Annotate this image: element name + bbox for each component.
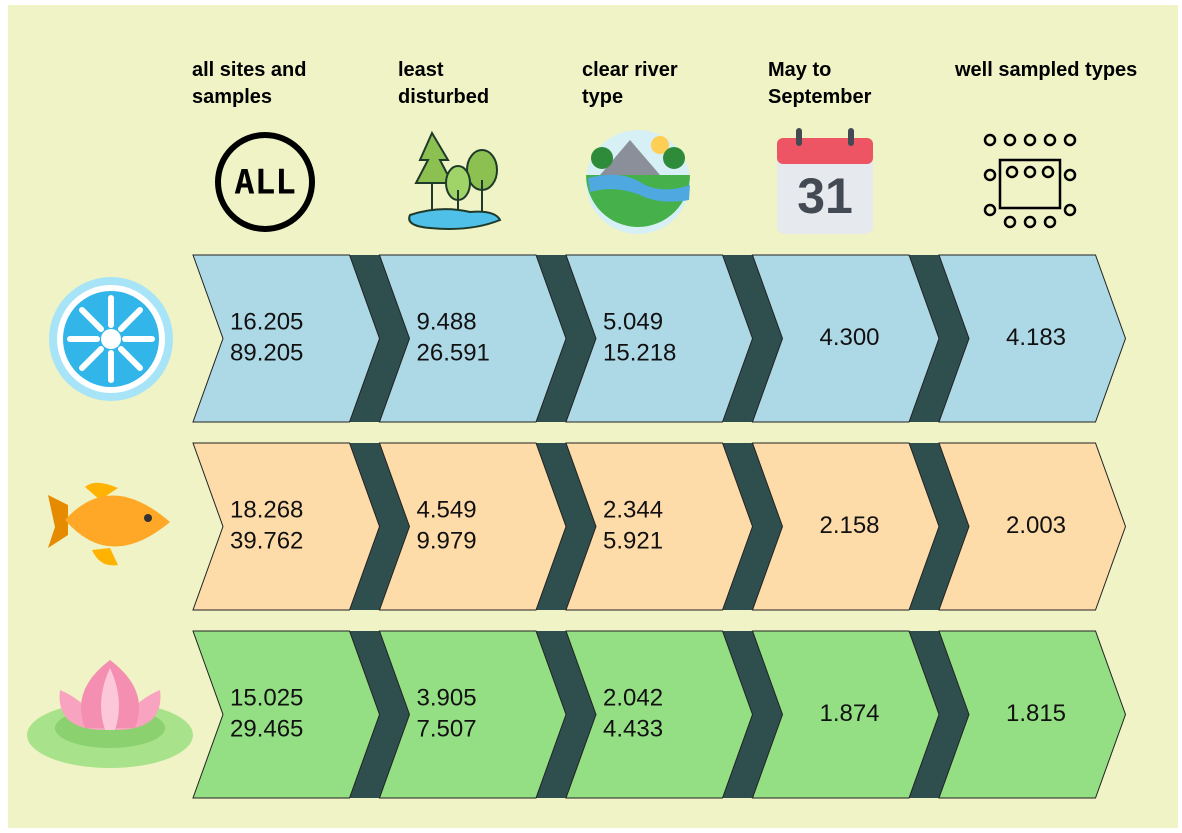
row: 15.025 29.465 3.905 7.507 2.042 4.433 1.874 1.8… <box>193 631 1126 798</box>
cell-value: 89.205 <box>230 339 303 366</box>
column-header: samples <box>192 86 272 108</box>
icon-calendar-day: 31 <box>797 168 853 224</box>
cell-value: 4.183 <box>1006 324 1066 351</box>
cell-value: 15.218 <box>603 339 676 366</box>
icon-river <box>586 130 690 234</box>
icon-all-text: ALL <box>234 163 295 203</box>
column-header: clear river <box>582 59 678 81</box>
cell-value: 5.921 <box>603 527 663 554</box>
row: 16.205 89.205 9.488 26.591 5.049 15.218 4.300 4… <box>193 255 1126 422</box>
cell-value: 4.549 <box>417 496 477 523</box>
column-header: May to <box>768 59 831 81</box>
page: {"header": {"columns": [ {"lines": ["all… <box>0 0 1182 833</box>
cell-value: 1.874 <box>819 700 879 727</box>
column-header: well sampled types <box>954 59 1137 81</box>
row: 18.268 39.762 4.549 9.979 2.344 5.921 2.158 2.0… <box>193 443 1126 610</box>
cell-value: 16.205 <box>230 308 303 335</box>
column-header: type <box>582 86 623 108</box>
column-header: September <box>768 86 872 108</box>
infographic: ALL 31 <box>0 0 1182 833</box>
column-header: all sites and <box>192 59 307 81</box>
icon-calendar: 31 <box>777 128 873 234</box>
cell-value: 15.025 <box>230 684 303 711</box>
cell-value: 9.488 <box>417 308 477 335</box>
icon-snowflake <box>49 277 173 401</box>
cell-value: 18.268 <box>230 496 303 523</box>
cell-value: 4.433 <box>603 715 663 742</box>
cell-value: 3.905 <box>417 684 477 711</box>
cell-value: 2.344 <box>603 496 663 523</box>
cell-value: 4.300 <box>819 324 879 351</box>
column-header: least <box>398 59 444 81</box>
cell-value: 26.591 <box>417 339 490 366</box>
cell-value: 2.042 <box>603 684 663 711</box>
cell-value: 2.003 <box>1006 512 1066 539</box>
cell-value: 29.465 <box>230 715 303 742</box>
cell-value: 7.507 <box>417 715 477 742</box>
cell-value: 5.049 <box>603 308 663 335</box>
cell-value: 39.762 <box>230 527 303 554</box>
cell-value: 1.815 <box>1006 700 1066 727</box>
cell-value: 2.158 <box>819 512 879 539</box>
column-header: disturbed <box>398 86 489 108</box>
cell-value: 9.979 <box>417 527 477 554</box>
